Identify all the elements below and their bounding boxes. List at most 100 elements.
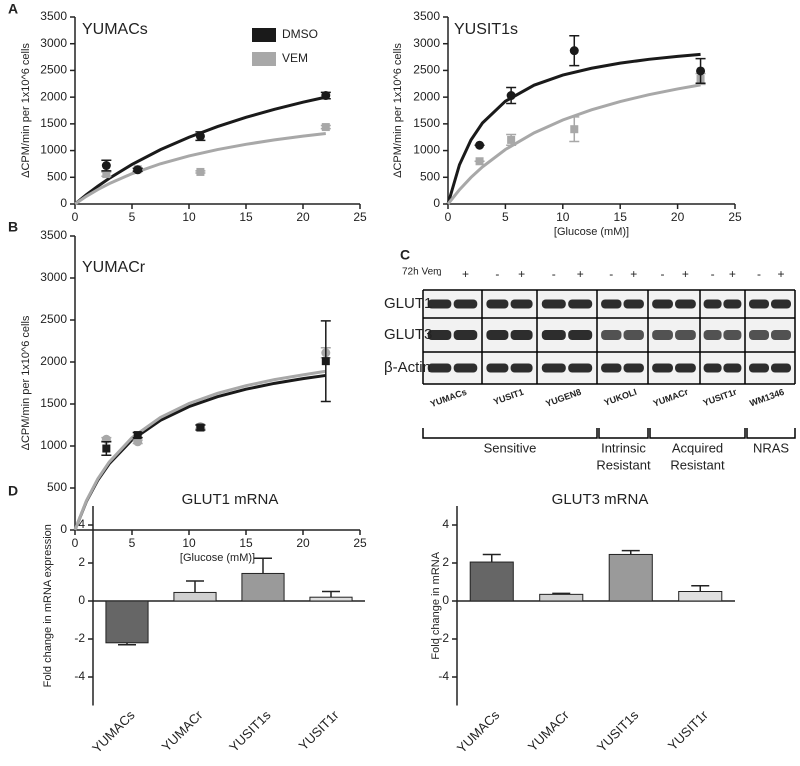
bar	[173, 591, 217, 602]
band	[723, 363, 742, 373]
lane-sign: -	[438, 267, 442, 281]
group-bracket	[649, 428, 746, 439]
point	[196, 167, 205, 176]
group-bracket	[422, 428, 598, 439]
y-axis-label: Fold change in mRNA expression	[42, 524, 54, 687]
band	[541, 363, 566, 373]
cell-line-label: YUSIT1r	[702, 387, 739, 409]
bar	[105, 600, 149, 644]
y-tick-label: -2	[438, 631, 449, 645]
band	[675, 330, 696, 340]
error-bar	[322, 590, 340, 598]
chart-title: YUMACr	[82, 259, 146, 276]
band	[623, 330, 644, 340]
y-tick-label: 1500	[413, 116, 440, 130]
y-axis-label: ΔCPM/min per 1x10^6 cells	[20, 43, 32, 178]
x-tick-label: 25	[728, 210, 742, 224]
cell-line-label: YUGEN8	[544, 387, 582, 409]
y-tick-label: 3000	[40, 270, 67, 284]
point	[506, 91, 516, 101]
y-axis-label: Fold change in mRNA	[430, 551, 442, 659]
x-tick-label: 5	[129, 210, 136, 224]
band	[652, 363, 673, 373]
band	[771, 330, 791, 340]
band	[568, 330, 593, 340]
y-tick-label: 3500	[40, 9, 67, 23]
band	[541, 299, 566, 309]
lane-sign: -	[661, 267, 665, 281]
x-tick-label: 0	[445, 210, 452, 224]
band	[486, 299, 509, 309]
y-tick-label: 4	[442, 517, 449, 531]
legend-swatch	[252, 28, 276, 42]
error-bar	[621, 549, 640, 555]
cell-line-label: YUMACr	[652, 387, 690, 409]
y-tick-label: 500	[47, 480, 67, 494]
x-tick-label: YUSIT1s	[226, 707, 274, 755]
lane-sign: -	[552, 267, 556, 281]
y-tick-label: 1500	[40, 396, 67, 410]
x-axis-label: [Glucose (mM)]	[180, 552, 255, 564]
group-label: Resistant	[670, 457, 725, 472]
y-tick-label: 2500	[413, 63, 440, 77]
group-label: NRAS	[753, 440, 789, 455]
x-tick-label: 10	[182, 536, 196, 550]
band	[623, 299, 644, 309]
bar	[241, 572, 285, 602]
y-tick-label: 2000	[40, 89, 67, 103]
cell-line-label: YUKOLI	[603, 387, 638, 408]
point	[507, 135, 516, 144]
error-bar	[691, 585, 710, 592]
point	[133, 165, 143, 175]
x-tick-label: 0	[72, 210, 79, 224]
y-tick-label: -4	[438, 669, 449, 683]
row-label: GLUT3	[384, 326, 432, 343]
error-bar	[254, 557, 272, 574]
x-tick-label: 10	[182, 210, 196, 224]
band	[703, 299, 722, 309]
row-label: β-Actin	[384, 359, 431, 376]
lane-header: 72h Vem	[402, 267, 441, 278]
fit-line	[446, 83, 701, 205]
band	[749, 330, 769, 340]
group-label: Sensitive	[484, 440, 537, 455]
panel-label: D	[8, 483, 18, 499]
chart-title: GLUT3 mRNA	[552, 491, 649, 508]
group-label: Intrinsic	[601, 440, 646, 455]
fit-line	[74, 131, 326, 206]
band	[652, 330, 673, 340]
point	[696, 66, 706, 76]
x-tick-label: 5	[502, 210, 509, 224]
lane-sign: +	[630, 267, 637, 281]
x-tick-label: YUMACs	[89, 707, 138, 756]
band	[601, 363, 622, 373]
x-tick-label: YUSIT1r	[665, 707, 711, 753]
band	[749, 363, 769, 373]
chart-title: YUSIT1s	[454, 21, 518, 38]
fit-line	[446, 52, 701, 205]
chart-title: GLUT1 mRNA	[182, 491, 279, 508]
bar	[608, 553, 653, 602]
group-bracket	[746, 428, 796, 439]
point	[133, 437, 143, 447]
x-tick-label: 0	[72, 536, 79, 550]
y-tick-label: 2000	[413, 89, 440, 103]
group-label: Acquired	[672, 440, 723, 455]
bar	[678, 591, 723, 602]
cell-line-label: YUMACs	[429, 387, 468, 409]
x-tick-label: 10	[556, 210, 570, 224]
band	[453, 299, 478, 309]
panel-label: A	[8, 1, 18, 17]
band	[675, 363, 696, 373]
band	[510, 330, 533, 340]
cell-line-label: WM1346	[748, 387, 785, 409]
band	[510, 363, 533, 373]
y-tick-label: 0	[60, 196, 67, 210]
y-tick-label: 0	[433, 196, 440, 210]
panel-label: C	[400, 247, 410, 263]
x-tick-label: YUMACr	[159, 707, 206, 754]
y-tick-label: 0	[60, 522, 67, 536]
band	[771, 363, 791, 373]
y-tick-label: 500	[47, 169, 67, 183]
